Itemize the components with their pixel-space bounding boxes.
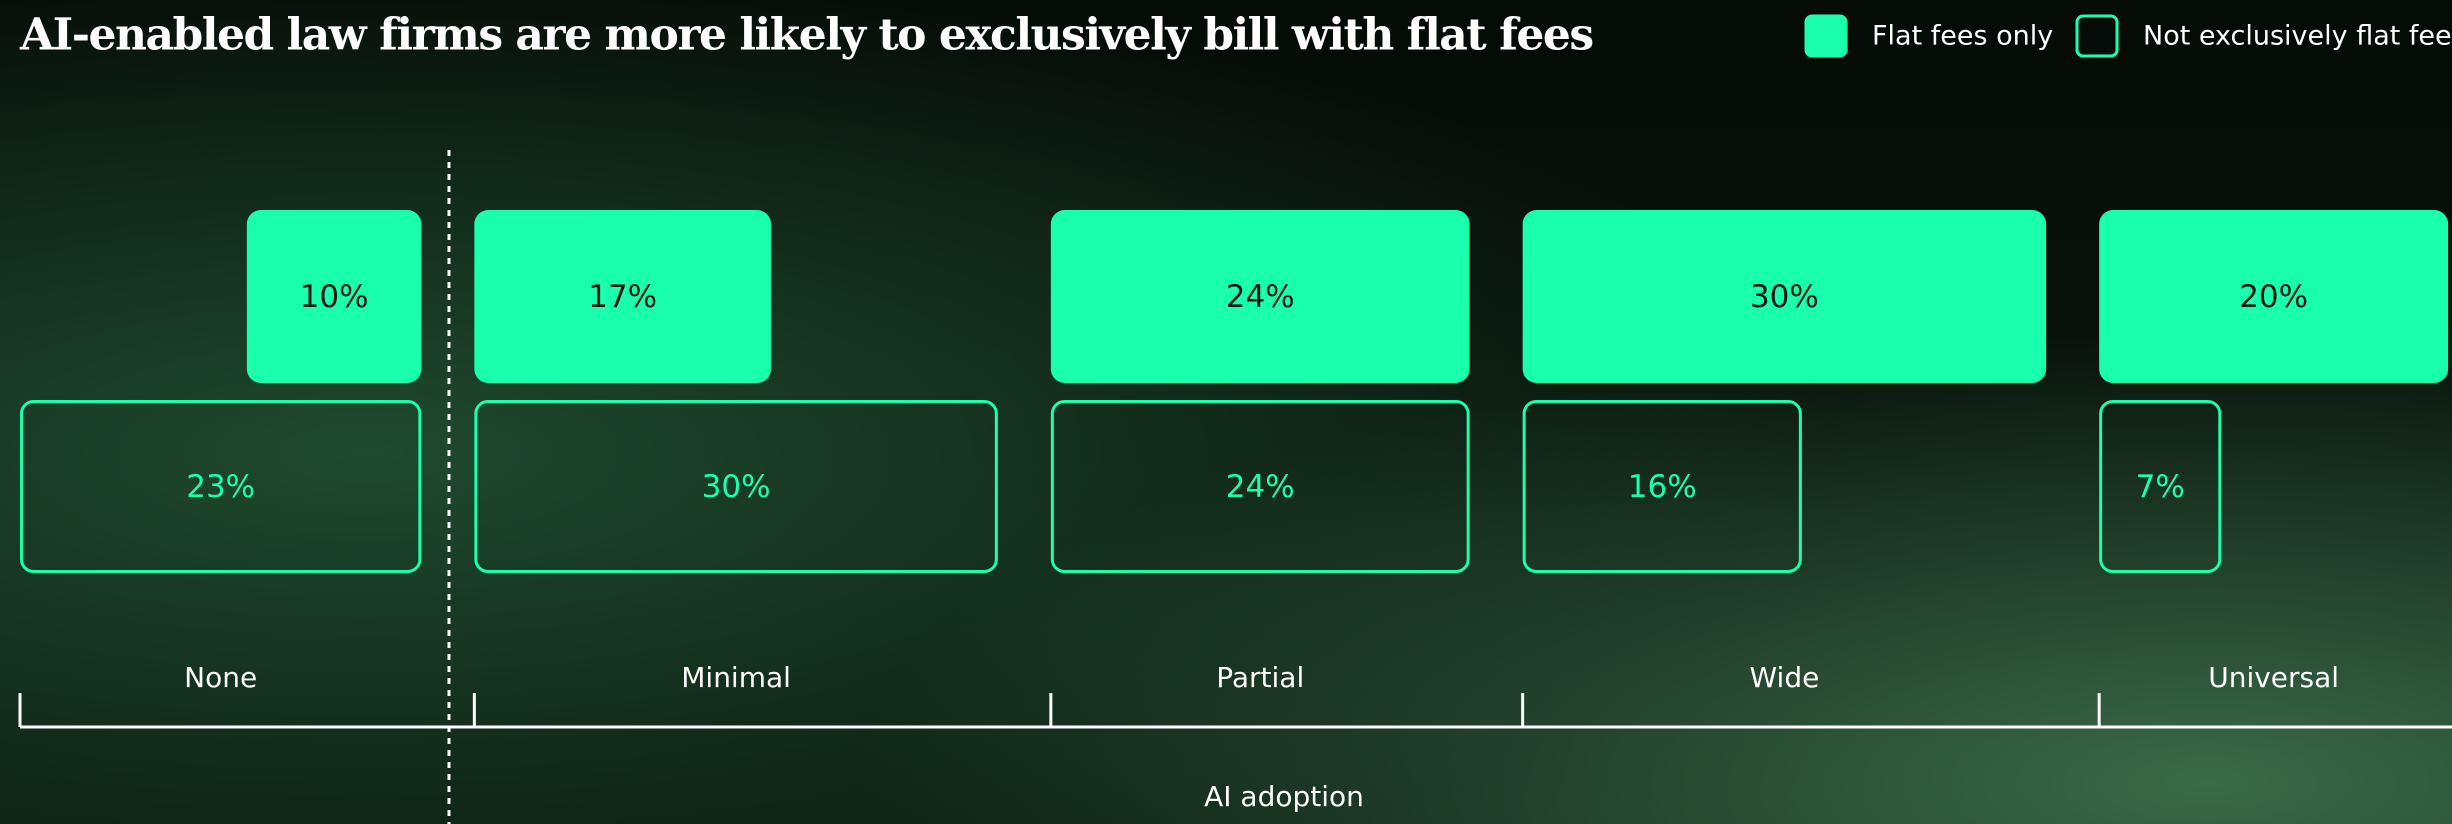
data-label: 24% [1226, 469, 1295, 505]
bar [246, 210, 422, 383]
bar [474, 400, 998, 573]
x-tick-label: Partial [1216, 661, 1304, 694]
data-label: 17% [588, 279, 657, 315]
legend: Flat fees only Not exclusively flat fee [1804, 14, 2452, 58]
data-label: 16% [1628, 469, 1697, 505]
bar [2099, 210, 2449, 383]
bar [1522, 210, 2047, 383]
data-label: 30% [1750, 279, 1819, 315]
bar [20, 400, 422, 573]
x-axis-label: AI adoption [1204, 780, 1364, 813]
bar [474, 210, 771, 383]
bar [1050, 210, 1470, 383]
legend-label: Flat fees only [1872, 21, 2053, 52]
legend-swatch [1804, 14, 1848, 58]
x-tick-label: Wide [1749, 661, 1819, 694]
data-label: 7% [2136, 469, 2185, 505]
data-label: 20% [2239, 279, 2308, 315]
data-label: 30% [702, 469, 771, 505]
bar [1050, 400, 1470, 573]
x-tick-label: Universal [2208, 661, 2339, 694]
x-tick-label: None [184, 661, 257, 694]
data-label: 24% [1226, 279, 1295, 315]
data-label: 23% [186, 469, 255, 505]
bar [2099, 400, 2222, 573]
x-tick-label: Minimal [681, 661, 791, 694]
chart-title: AI-enabled law firms are more likely to … [19, 10, 1593, 61]
bar [1522, 400, 1802, 573]
data-label: 10% [300, 279, 369, 315]
legend-label: Not exclusively flat fee [2143, 21, 2452, 52]
legend-swatch [2075, 14, 2119, 58]
